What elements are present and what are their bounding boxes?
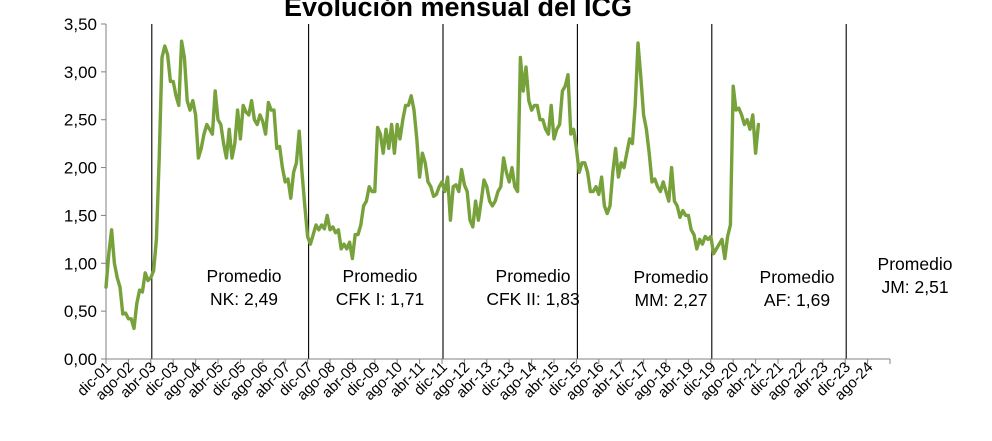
icg-series-line	[104, 39, 761, 331]
annotation-value: CFK I: 1,71	[336, 289, 425, 309]
x-axis: dic-01ago-02abr-03dic-03ago-04abr-05dic-…	[74, 358, 891, 404]
annotation-label: Promedio	[207, 266, 282, 286]
y-tick-label: 3,00	[64, 63, 97, 82]
annotation-value: CFK II: 1,83	[486, 289, 579, 309]
annotation-label: Promedio	[760, 267, 835, 287]
y-tick-label: 2,50	[64, 111, 97, 130]
annotation-value: MM: 2,27	[635, 290, 708, 310]
y-tick-label: 0,50	[64, 302, 97, 321]
y-tick-label: 3,50	[64, 15, 97, 34]
annotation-value: JM: 2,51	[881, 277, 948, 297]
period-dividers	[151, 24, 847, 359]
y-tick-label: 1,50	[64, 206, 97, 225]
y-tick-label: 0,00	[64, 350, 97, 369]
annotation-value: NK: 2,49	[210, 289, 278, 309]
annotation-label: Promedio	[496, 266, 571, 286]
series-group	[104, 39, 761, 331]
annotation-value: AF: 1,69	[764, 290, 830, 310]
annotation-label: Promedio	[634, 267, 709, 287]
y-tick-label: 2,00	[64, 159, 97, 178]
annotation-label: Promedio	[343, 266, 418, 286]
chart-title: Evolución mensual del ICG	[284, 0, 632, 22]
period-annotations: Promedio NK: 2,49 Promedio CFK I: 1,71 Prome…	[207, 254, 953, 310]
y-axis: 0,00 0,50 1,00 1,50 2,00 2,50 3,00 3,50	[64, 15, 107, 369]
y-tick-label: 1,00	[64, 254, 97, 273]
annotation-label: Promedio	[878, 254, 953, 274]
